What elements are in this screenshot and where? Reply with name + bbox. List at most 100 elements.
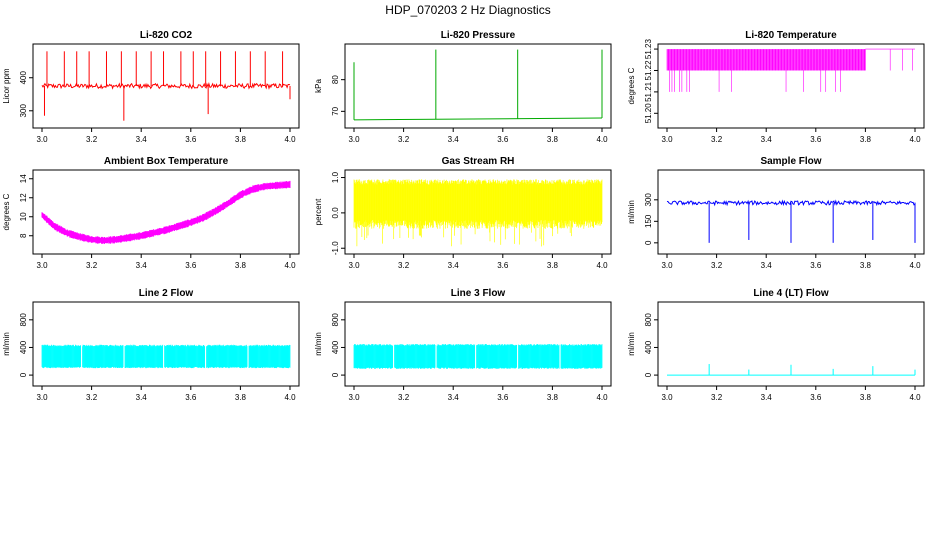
panel-6: Sample Flow ml/min 3.0 3.2 3.4 3.6 3.8 4.0 0 150 3…	[627, 156, 925, 270]
y-tick-label: 800	[644, 313, 653, 327]
y-tick-label: 400	[331, 340, 340, 354]
panel-2: Li-820 Pressure kPa 3.0 3.2 3.4 3.6 3.8 4.0 70 80	[314, 30, 612, 144]
x-tick-label: 4.0	[596, 261, 608, 270]
x-tick-label: 3.2	[86, 261, 98, 270]
x-tick-label: 3.8	[860, 261, 872, 270]
plot-frame	[32, 301, 300, 387]
x-tick-label: 3.4	[136, 135, 148, 144]
figure-title: HDP_070203 2 Hz Diagnostics	[385, 3, 550, 17]
x-tick-label: 3.0	[36, 135, 48, 144]
y-tick-label: 800	[331, 313, 340, 327]
x-tick-label: 3.2	[711, 393, 723, 402]
y-tick-label: 0	[331, 372, 340, 377]
x-tick-label: 3.8	[547, 261, 559, 270]
y-tick-label: 0	[644, 240, 653, 245]
y-axis-label: ml/min	[2, 332, 11, 356]
x-tick-label: 3.8	[547, 135, 559, 144]
x-tick-label: 3.6	[810, 135, 822, 144]
series-trace	[667, 364, 916, 376]
panel-title: Li-820 CO2	[140, 30, 193, 41]
panel-3: Li-820 Temperature degrees C 3.0 3.2 3.4 3.6 3…	[627, 30, 925, 144]
x-tick-label: 4.0	[284, 261, 296, 270]
x-tick-label: 3.6	[185, 135, 197, 144]
x-tick-label: 3.8	[860, 393, 872, 402]
x-tick-label: 3.0	[661, 261, 673, 270]
series-trace	[41, 51, 291, 121]
y-tick-label: 400	[644, 340, 653, 354]
x-tick-label: 3.4	[136, 393, 148, 402]
y-tick-label: 400	[19, 340, 28, 354]
series-trace	[41, 344, 291, 369]
y-tick-label: 400	[19, 71, 28, 85]
panel-title: Ambient Box Temperature	[104, 156, 229, 167]
y-tick-label: 0.0	[331, 207, 340, 219]
x-tick-label: 4.0	[909, 261, 921, 270]
x-tick-label: 3.0	[661, 393, 673, 402]
series-trace	[353, 179, 603, 247]
y-tick-label: 150	[644, 214, 653, 228]
baseline	[666, 199, 916, 207]
x-tick-label: 3.4	[136, 261, 148, 270]
plot-frame	[657, 43, 925, 129]
series-trace	[353, 344, 603, 369]
series-trace	[353, 49, 603, 121]
x-tick-label: 3.4	[761, 135, 773, 144]
x-tick-label: 3.4	[448, 261, 460, 270]
y-axis-label: Licor ppm	[2, 68, 11, 103]
panel-title: Line 3 Flow	[451, 288, 506, 299]
y-tick-label: 800	[19, 313, 28, 327]
panel-4: Ambient Box Temperature degrees C 3.0 3.2 3.…	[2, 156, 300, 270]
plot-frame	[344, 43, 612, 129]
x-tick-label: 3.6	[497, 261, 509, 270]
x-tick-label: 3.2	[86, 135, 98, 144]
x-tick-label: 3.4	[761, 261, 773, 270]
y-tick-label: 0	[644, 372, 653, 377]
x-tick-label: 3.0	[36, 261, 48, 270]
panel-title: Gas Stream RH	[442, 156, 515, 167]
x-tick-label: 4.0	[596, 393, 608, 402]
y-axis-label: degrees C	[2, 193, 11, 230]
series-trace	[666, 48, 915, 92]
plot-frame	[344, 301, 612, 387]
x-tick-label: 4.0	[284, 135, 296, 144]
panel-1: Li-820 CO2 Licor ppm 3.0 3.2 3.4 3.6 3.8 4.0 300…	[2, 30, 300, 144]
x-tick-label: 3.0	[348, 393, 360, 402]
y-tick-label: 51.21	[644, 81, 653, 102]
panel-7: Line 2 Flow ml/min 3.0 3.2 3.4 3.6 3.8 4.0 0 400 8…	[2, 288, 300, 402]
y-tick-label: 10	[19, 212, 28, 221]
y-tick-label: 8	[19, 233, 28, 238]
baseline	[353, 117, 603, 121]
panel-9: Line 4 (LT) Flow ml/min 3.0 3.2 3.4 3.6 3.8 4.0…	[627, 288, 925, 402]
x-tick-label: 4.0	[596, 135, 608, 144]
x-tick-label: 3.0	[661, 135, 673, 144]
plot-frame	[32, 169, 300, 255]
y-tick-label: 300	[644, 193, 653, 207]
plot-frame	[344, 169, 612, 255]
x-tick-label: 3.6	[185, 261, 197, 270]
panel-title: Line 2 Flow	[139, 288, 194, 299]
y-tick-label: 0	[19, 372, 28, 377]
x-tick-label: 3.8	[235, 393, 247, 402]
x-tick-label: 3.6	[185, 393, 197, 402]
x-tick-label: 3.6	[810, 261, 822, 270]
plot-frame	[657, 169, 925, 255]
x-tick-label: 3.2	[711, 135, 723, 144]
panel-title: Sample Flow	[760, 156, 821, 167]
x-tick-label: 4.0	[284, 393, 296, 402]
x-tick-label: 3.0	[348, 261, 360, 270]
y-axis-label: ml/min	[314, 332, 323, 356]
baseline	[41, 82, 291, 90]
y-tick-label: 14	[19, 174, 28, 183]
panel-title: Li-820 Temperature	[745, 30, 837, 41]
x-tick-label: 3.6	[497, 393, 509, 402]
x-tick-label: 3.6	[810, 393, 822, 402]
y-tick-label: 12	[19, 193, 28, 202]
x-tick-label: 3.4	[448, 393, 460, 402]
y-tick-label: 300	[19, 104, 28, 118]
series-trace	[41, 180, 291, 244]
y-axis-label: percent	[314, 198, 323, 225]
x-tick-label: 3.6	[497, 135, 509, 144]
y-tick-label: 70	[331, 106, 340, 115]
panel-grid: Li-820 CO2 Licor ppm 3.0 3.2 3.4 3.6 3.8 4.0 300…	[2, 30, 925, 402]
